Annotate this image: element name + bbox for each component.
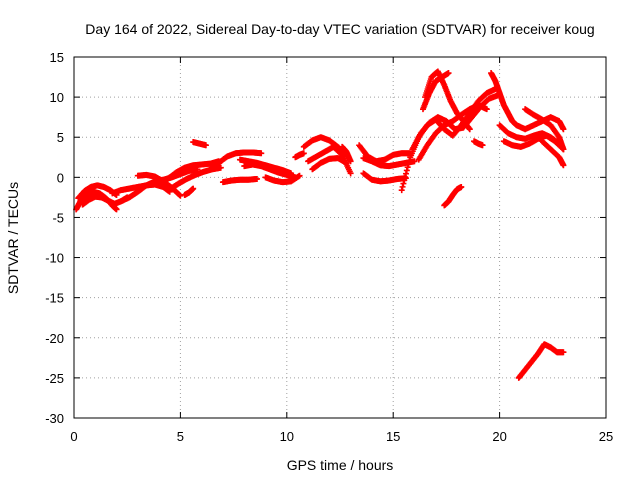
y-tick-label: 5 [57, 130, 64, 145]
data-point [296, 172, 303, 179]
series-track-3 [79, 193, 131, 208]
y-tick-label: -10 [45, 251, 64, 266]
data-point [405, 160, 412, 167]
data-point [343, 159, 350, 166]
y-tick-label: -15 [45, 291, 64, 306]
y-tick-label: -30 [45, 411, 64, 426]
data-point [404, 164, 411, 171]
data-point [406, 157, 413, 164]
x-tick-label: 5 [177, 429, 184, 444]
data-point [403, 167, 410, 174]
data-points [73, 68, 567, 381]
series-track-17 [300, 134, 350, 158]
series-track-36 [515, 341, 567, 381]
data-point [411, 158, 418, 165]
plot-frame [73, 56, 607, 419]
axis-ticks: 0 5 10 15 20 25 -30 -25 -20 -15 -10 -5 0 5 10 15 [45, 50, 613, 444]
data-point [202, 142, 209, 149]
y-tick-label: 0 [57, 170, 64, 185]
series-track-20 [339, 143, 354, 165]
data-point [258, 150, 265, 157]
data-point [254, 175, 261, 182]
data-point [177, 192, 184, 199]
x-tick-label: 20 [492, 429, 506, 444]
data-point [190, 185, 197, 192]
series-track-31 [488, 70, 567, 133]
data-point [347, 158, 354, 165]
data-point [560, 162, 567, 169]
data-point [560, 146, 567, 153]
series-track-35 [539, 138, 567, 169]
data-point [402, 170, 409, 177]
series-track-26 [415, 102, 490, 163]
y-tick-label: -5 [52, 210, 64, 225]
data-point [176, 191, 183, 198]
x-axis-label: GPS time / hours [287, 457, 394, 473]
y-tick-label: -25 [45, 371, 64, 386]
series-track-23 [360, 170, 409, 185]
data-point [402, 174, 409, 181]
series-track-2 [75, 182, 120, 202]
series-track-18 [305, 143, 354, 177]
data-point [398, 187, 405, 194]
data-point [217, 164, 224, 171]
x-tick-label: 25 [599, 429, 613, 444]
x-tick-label: 10 [280, 429, 294, 444]
series-track-29 [441, 183, 465, 209]
series-track-12 [219, 175, 261, 186]
series-track-27 [422, 68, 473, 133]
data-point [445, 70, 452, 77]
chart-title: Day 164 of 2022, Sidereal Day-to-day VTE… [85, 21, 594, 37]
data-point [560, 349, 567, 356]
data-point [479, 142, 486, 149]
series-track-11 [207, 149, 265, 173]
series-track-34 [522, 106, 567, 153]
data-point [560, 126, 567, 133]
data-point [347, 170, 354, 177]
series-track-9 [181, 185, 197, 198]
series-track-19 [309, 155, 350, 173]
data-point [300, 150, 307, 157]
y-tick-label: 10 [50, 90, 64, 105]
y-tick-label: 15 [50, 50, 64, 65]
data-point [483, 106, 490, 113]
x-tick-label: 0 [70, 429, 77, 444]
data-point [113, 206, 120, 213]
y-axis-label: SDTVAR / TECUs [5, 182, 21, 294]
data-point [401, 177, 408, 184]
y-tick-label: -20 [45, 331, 64, 346]
series-track-15 [262, 172, 303, 186]
series-track-22 [360, 155, 418, 170]
data-point [466, 126, 473, 133]
data-point [400, 180, 407, 187]
series-track-14 [241, 161, 299, 181]
data-point [458, 183, 465, 190]
series-track-28 [419, 70, 452, 113]
series-track-10 [190, 139, 209, 149]
series-track-16 [292, 150, 307, 161]
x-tick-label: 15 [386, 429, 400, 444]
series-track-30 [471, 138, 486, 149]
data-point [399, 183, 406, 190]
